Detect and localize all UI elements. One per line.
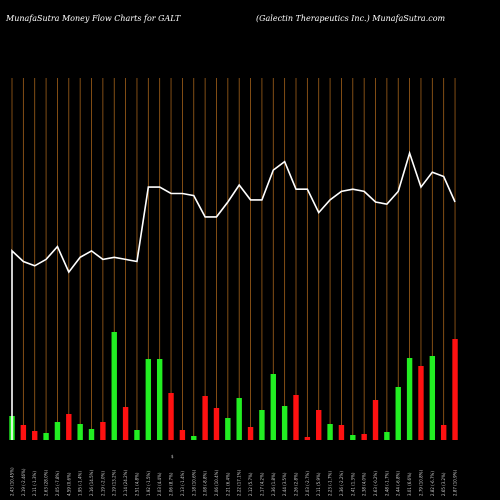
flow-bar bbox=[54, 422, 61, 440]
x-tick-label: 2.38 (4.0%) bbox=[362, 472, 367, 496]
flow-bar bbox=[77, 424, 83, 440]
flow-bar bbox=[395, 387, 401, 440]
x-tick-label: 2.36 (-2.2%) bbox=[339, 471, 344, 496]
x-tick-label: 2.19 (-2.0%) bbox=[100, 471, 105, 496]
x-tick-label: 2.87 (10.9%) bbox=[453, 470, 458, 496]
x-tick-label: 2.82 (-6.7%) bbox=[430, 471, 435, 496]
x-tick-label: 1.95 (-1.4%) bbox=[78, 471, 83, 496]
x-tick-label: 4.59 (0.6%) bbox=[66, 472, 71, 496]
x-tick-label: 3.01 (6.6%) bbox=[407, 472, 412, 496]
flow-bar bbox=[168, 393, 174, 440]
flow-bar bbox=[338, 425, 345, 440]
x-tick-label: 2.06 (8.7%) bbox=[169, 472, 174, 496]
x-tick-label: 2.63 (-0.2%) bbox=[373, 471, 378, 496]
x-tick-label: 2.13 (-1.4%) bbox=[180, 471, 185, 496]
flow-bar bbox=[316, 410, 322, 440]
flow-bar bbox=[213, 408, 220, 440]
flow-bar bbox=[406, 358, 413, 440]
flow-bar bbox=[270, 374, 276, 440]
flow-bar bbox=[122, 407, 129, 440]
flow-bar bbox=[259, 410, 265, 440]
flow-bar bbox=[134, 430, 140, 440]
chart-title: MunafaSutra Money Flow Charts for GALT bbox=[6, 14, 181, 23]
x-tick-label: 2.08 (-8.8%) bbox=[203, 471, 208, 496]
flow-bar bbox=[304, 437, 311, 440]
x-tick-label: 2.41 (1.3%) bbox=[350, 472, 355, 496]
x-tick-label: 2.21 (6.4%) bbox=[225, 472, 230, 496]
x-tick-label: 2.16 (14.5%) bbox=[89, 470, 94, 496]
flow-bar bbox=[327, 424, 333, 440]
x-tick-label: 2.18 (10.6%) bbox=[191, 470, 196, 496]
x-tick-label: 2.11 (5.9%) bbox=[316, 472, 321, 496]
flow-bar bbox=[452, 339, 458, 440]
x-tick-label: 2.26 (2.8%) bbox=[294, 472, 299, 496]
price-line bbox=[11, 150, 456, 440]
flow-bar bbox=[247, 427, 254, 440]
flow-bar bbox=[100, 422, 106, 440]
chart-subtitle: (Galectin Therapeutics Inc.) MunafaSutra… bbox=[256, 14, 446, 23]
flow-bar bbox=[350, 435, 356, 440]
x-tick-label: 2.36 (1.8%) bbox=[271, 472, 276, 496]
flow-bar bbox=[361, 434, 367, 440]
flow-bar bbox=[293, 395, 299, 440]
x-tick-label: 2.51 (4.8%) bbox=[134, 472, 139, 496]
x-tick-label: 2.44 (-6.8%) bbox=[396, 471, 401, 496]
x-tick-label: 2.06 (10.4%) bbox=[214, 470, 219, 496]
x-tick-label: 2.03 (-2.7%) bbox=[305, 471, 310, 496]
x-tick-label: 2.19 (-2.46%) bbox=[21, 468, 26, 496]
flow-bar bbox=[236, 398, 242, 440]
flow-bar bbox=[281, 406, 288, 440]
center-label: $ bbox=[171, 454, 174, 459]
x-tick-label: 2.63 (28.0%) bbox=[44, 470, 49, 496]
x-tick-label: 2.48 (-1.7%) bbox=[384, 471, 389, 496]
flow-bar bbox=[88, 429, 95, 440]
flow-bar bbox=[66, 414, 72, 440]
x-tick-label: 2.79 (10.8%) bbox=[418, 470, 423, 496]
x-tick-label: 2.03 (4.4%) bbox=[157, 472, 162, 496]
flow-bar bbox=[384, 432, 390, 440]
flow-bar bbox=[111, 332, 117, 440]
x-tick-label: 1.92 (-1.5%) bbox=[146, 471, 151, 496]
flow-bar bbox=[179, 430, 186, 440]
flow-bar bbox=[440, 425, 447, 440]
flow-bar bbox=[372, 400, 379, 440]
x-tick-label: 2.44 (3.5%) bbox=[282, 472, 287, 496]
x-tick-label: 2.11 (-1.3%) bbox=[32, 471, 37, 496]
flow-bar bbox=[145, 359, 152, 440]
x-tick-label: 2.14 (24.2%) bbox=[123, 470, 128, 496]
flow-bar bbox=[225, 418, 231, 440]
x-tick-label: 2.05 (-7.8%) bbox=[55, 471, 60, 496]
x-tick-label: 2.12 (5.7%) bbox=[248, 472, 253, 496]
x-tick-label: 2.65 (3.2%) bbox=[441, 472, 446, 496]
flow-bar bbox=[191, 436, 197, 440]
flow-bar bbox=[32, 431, 38, 440]
flow-bar bbox=[156, 359, 163, 440]
flow-bar bbox=[20, 425, 27, 440]
flow-bar bbox=[43, 433, 49, 440]
x-tick-label: 2.23 (-1.7%) bbox=[328, 471, 333, 496]
x-tick-label: 2.19 (13.2%) bbox=[112, 470, 117, 496]
x-tick-label: 2.17 (4.2%) bbox=[259, 472, 264, 496]
x-tick-label: 2.22 (17.1%) bbox=[237, 470, 242, 496]
flow-bar bbox=[418, 366, 424, 440]
x-tick-label: 2.43 (10.45%) bbox=[10, 467, 15, 496]
flow-bar bbox=[429, 356, 436, 440]
flow-bar bbox=[202, 396, 208, 440]
